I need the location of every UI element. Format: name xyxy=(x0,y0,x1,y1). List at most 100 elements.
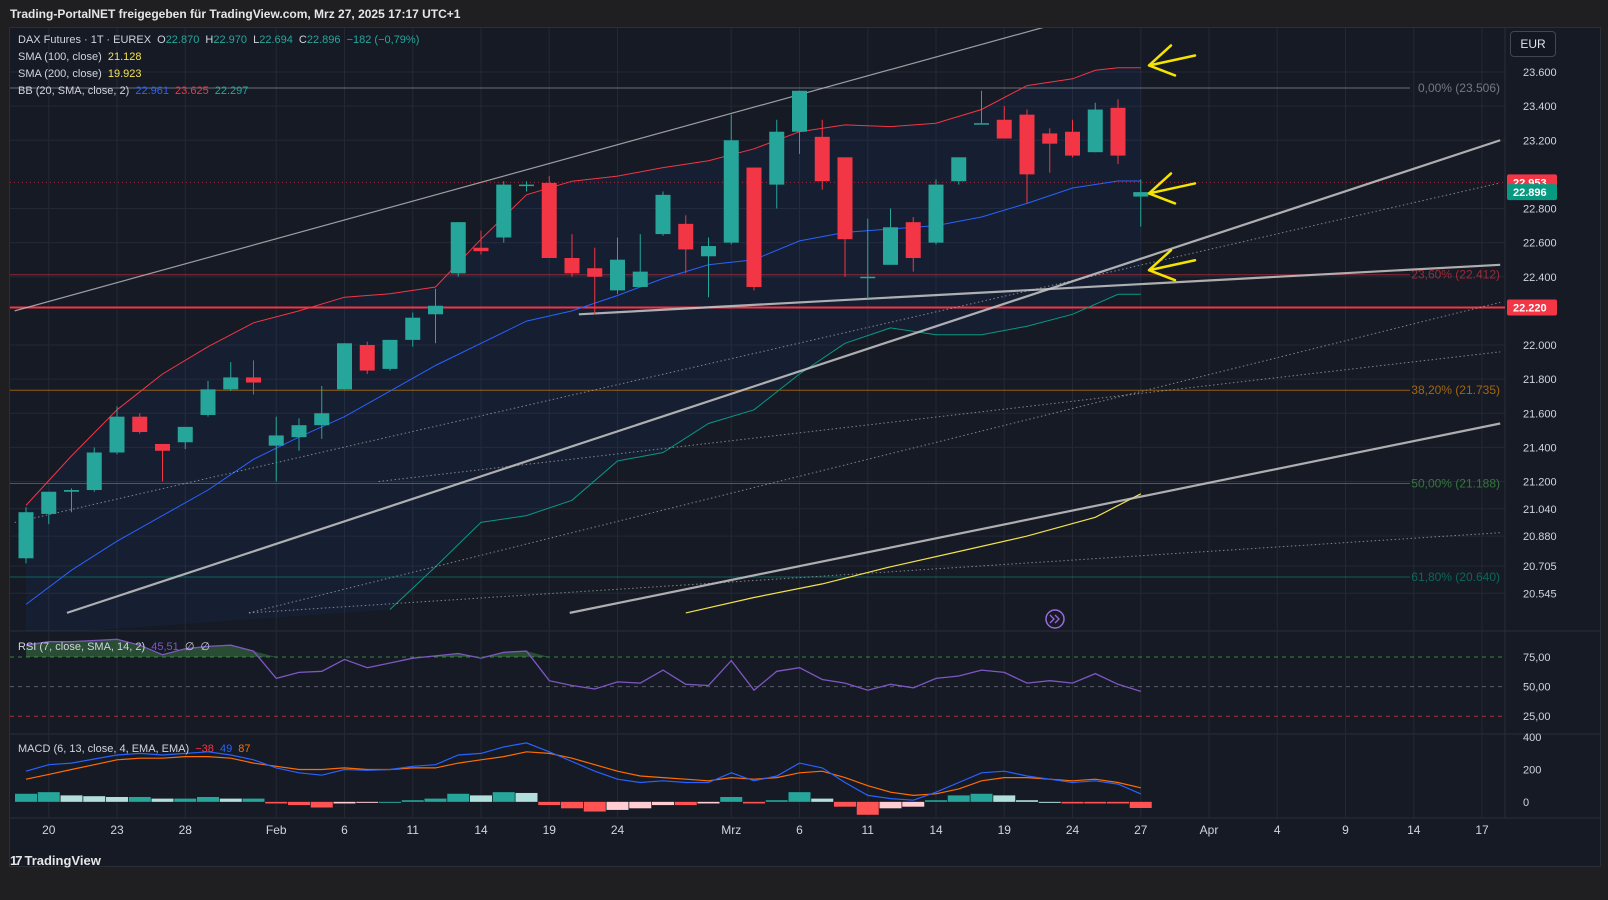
symbol-name[interactable]: DAX Futures · 1T · EUREX xyxy=(18,34,152,46)
annotation-arrow-path xyxy=(1147,248,1197,282)
tradingview-logo-text: TradingView xyxy=(24,853,101,868)
macd-histogram-bar xyxy=(356,801,379,803)
bb-upper-value: 23.625 xyxy=(175,85,209,97)
macd-histogram-bar xyxy=(993,795,1016,802)
macd-histogram-bar xyxy=(970,793,993,802)
macd-line xyxy=(25,742,1142,801)
time-axis-label: 11 xyxy=(407,823,420,837)
bb-upper-line xyxy=(25,67,1141,506)
fib-level-label: 0,00% (23.506) xyxy=(1418,81,1500,95)
tradingview-logo[interactable]: 17 TradingView xyxy=(10,853,101,868)
main-pane xyxy=(10,28,1505,631)
macd-histogram-bar xyxy=(60,795,83,802)
fib-level-label: 23,60% (22.412) xyxy=(1411,268,1500,282)
candle-body xyxy=(860,276,876,279)
tradingview-logo-icon: 17 xyxy=(10,853,23,868)
macd-histogram-bar xyxy=(197,797,219,802)
macd-histogram-bar xyxy=(424,798,447,802)
time-axis-label: 17 xyxy=(1475,823,1489,837)
macd-histogram-bar xyxy=(515,792,538,802)
annotation-arrow xyxy=(1147,172,1197,205)
time-axis-label: 23 xyxy=(110,823,124,837)
macd-histogram-bar xyxy=(674,801,697,806)
price-axis-label: 21.400 xyxy=(1523,442,1557,454)
low-value: 22.694 xyxy=(259,34,293,46)
macd-histogram-bar xyxy=(151,798,174,802)
low-label: L xyxy=(253,34,260,46)
currency-button[interactable]: EUR xyxy=(1510,31,1556,57)
macd-histogram-bar xyxy=(174,798,197,802)
macd-signal-line xyxy=(25,751,1141,797)
change-value: −182 (−0,79%) xyxy=(346,34,420,46)
time-axis-label: 6 xyxy=(341,823,348,837)
candle-body xyxy=(883,227,898,265)
macd-histogram-bar xyxy=(788,792,811,802)
trendline xyxy=(569,422,1501,614)
candle-body xyxy=(701,246,716,257)
price-label-box xyxy=(1507,184,1557,201)
bb-lower-value: 22.297 xyxy=(214,85,249,97)
chart-canvas[interactable]: 0,00% (23.506) 23,60% (22.412) 38,20% (21.… xyxy=(10,28,1600,866)
time-axis-label: 19 xyxy=(543,823,557,837)
candle-body xyxy=(1065,131,1080,156)
price-axis-label: 22.600 xyxy=(1523,238,1557,250)
macd-histogram-bar xyxy=(333,801,356,804)
candle-body xyxy=(905,222,921,258)
candle-body xyxy=(655,194,671,235)
candle-body xyxy=(564,257,580,274)
candle-body xyxy=(223,377,239,390)
macd-histogram-bar xyxy=(379,801,401,803)
rsi-pane xyxy=(10,638,1505,717)
time-axis-label: Apr xyxy=(1200,823,1219,837)
trendline xyxy=(14,28,1044,312)
rsi-axis-label: 25,00 xyxy=(1523,711,1551,723)
macd-histogram-bar xyxy=(538,801,561,806)
time-axis-label: 20 xyxy=(42,823,56,837)
bb-legend[interactable]: BB (20, SMA, close, 2) 22.961 23.625 22.… xyxy=(18,85,251,97)
macd-histogram-bar xyxy=(606,801,629,810)
annotation-arrow-path xyxy=(1147,44,1197,77)
chart-container[interactable]: 0,00% (23.506) 23,60% (22.412) 38,20% (21.… xyxy=(9,27,1601,867)
sma200-legend[interactable]: SMA (200, close) 19.923 xyxy=(18,68,144,80)
time-axis-label: 24 xyxy=(1066,823,1080,837)
candle-body xyxy=(974,123,989,125)
macd-histogram-bar xyxy=(697,801,720,804)
candle-body xyxy=(337,343,352,390)
candle-body xyxy=(18,512,34,559)
annotation-arrow xyxy=(1147,44,1197,77)
rsi-legend[interactable]: RSI (7, close, SMA, 14, 2) 45,51 ∅ ∅ xyxy=(18,640,213,653)
macd-line-value: 49 xyxy=(219,743,233,755)
rsi-line xyxy=(25,638,1141,693)
macd-histogram-bar xyxy=(1107,801,1129,804)
candle-body xyxy=(200,389,216,415)
macd-histogram-bar xyxy=(743,801,765,804)
price-label-text: 22.896 xyxy=(1513,187,1547,199)
fib-level-label: 50,00% (21.188) xyxy=(1411,477,1500,491)
annotation-arrow xyxy=(1147,248,1197,282)
price-axis-label: 22.400 xyxy=(1523,272,1557,284)
candle-body xyxy=(1110,107,1126,156)
candle-body xyxy=(1042,133,1058,144)
sma100-label: SMA (100, close) xyxy=(18,51,102,63)
symbol-legend[interactable]: DAX Futures · 1T · EUREX O22.870 H22.970… xyxy=(18,34,422,46)
rsi-overbought-fill xyxy=(26,639,1141,658)
candle-body xyxy=(109,416,125,453)
sma100-legend[interactable]: SMA (100, close) 21.128 xyxy=(18,51,144,63)
rsi-label: RSI (7, close, SMA, 14, 2) xyxy=(18,641,146,653)
macd-histogram-bar xyxy=(15,793,37,802)
time-axis-label: 4 xyxy=(1274,823,1281,837)
candle-body xyxy=(155,443,170,451)
candle-body xyxy=(996,119,1012,139)
bb-label: BB (20, SMA, close, 2) xyxy=(18,85,130,97)
macd-label: MACD (6, 13, close, 4, EMA, EMA) xyxy=(18,743,190,755)
trendline-dotted xyxy=(248,301,1501,614)
price-axis-label: 20.880 xyxy=(1523,531,1557,543)
replay-icon-circle xyxy=(1045,609,1065,629)
macd-histogram-bar xyxy=(1129,801,1152,808)
candle-body xyxy=(610,259,625,291)
macd-histogram-bar xyxy=(37,792,60,802)
candle-body xyxy=(541,182,557,258)
candle-body xyxy=(1133,192,1149,197)
macd-legend[interactable]: MACD (6, 13, close, 4, EMA, EMA) −38 49 … xyxy=(18,743,254,755)
macd-axis-label: 400 xyxy=(1523,732,1541,744)
